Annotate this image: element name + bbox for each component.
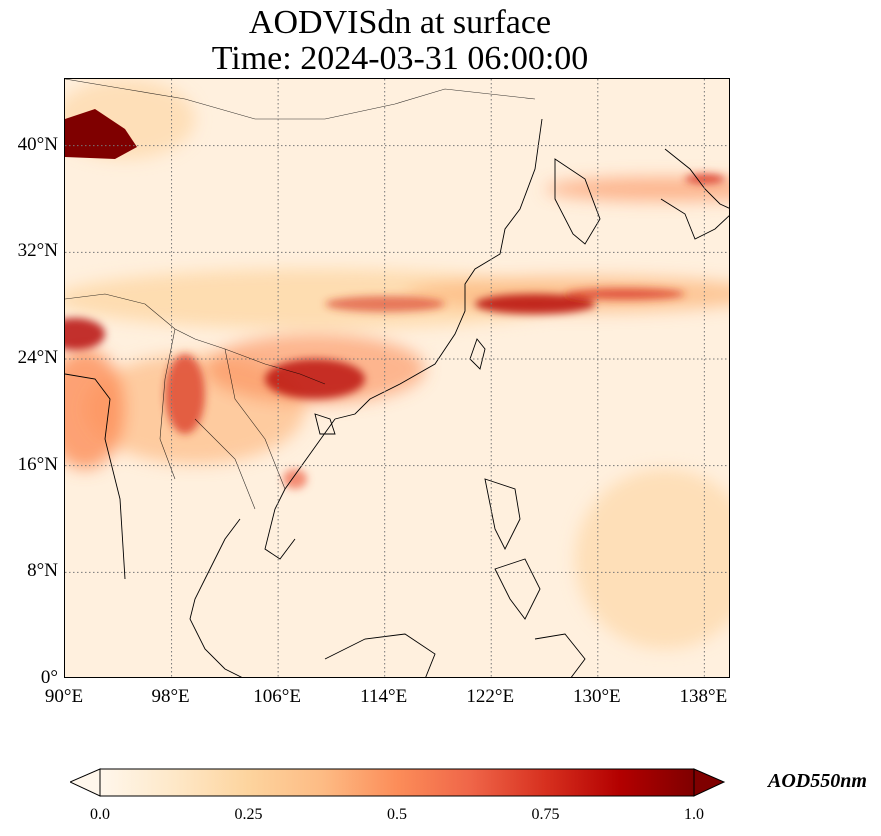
longitude-tick-label: 130°E	[572, 686, 621, 707]
latitude-tick-label: 40°N	[17, 133, 58, 155]
plot-title-line1: AODVISdn at surface	[248, 4, 552, 41]
colorbar-min-extend	[70, 768, 101, 797]
coastlines	[65, 118, 729, 677]
longitude-tick-label: 106°E	[253, 686, 301, 707]
latitude-tick-label: 0°	[40, 667, 58, 688]
country-borders	[65, 79, 536, 510]
colorbar	[70, 768, 726, 797]
longitude-tick-label: 122°E	[466, 686, 515, 707]
longitude-tick-label: 114°E	[360, 686, 408, 707]
colorbar-tick-label: 0.5	[387, 806, 407, 823]
longitude-tick-label: 98°E	[151, 686, 190, 707]
colorbar-tick-label: 0.25	[234, 806, 263, 823]
colorbar-label: AOD550nm	[768, 770, 867, 792]
aod-plumes-core	[65, 174, 725, 489]
longitude-tick-label: 90°E	[44, 686, 84, 707]
colorbar-gradient	[99, 768, 695, 797]
latitude-tick-label: 32°N	[17, 240, 58, 262]
aod-max-patch	[65, 109, 137, 159]
latitude-tick-label: 8°N	[27, 560, 58, 582]
map-gridlines	[65, 79, 729, 677]
aod-field-map	[65, 79, 729, 677]
plot-title-line2: Time: 2024-03-31 06:00:00	[211, 40, 589, 77]
latitude-tick-label: 24°N	[17, 347, 58, 368]
aod-plumes-diffuse	[65, 79, 729, 649]
colorbar-tick-label: 1.0	[684, 806, 704, 823]
colorbar-tick-label: 0.0	[90, 806, 110, 823]
latitude-tick-label: 16°N	[17, 453, 58, 475]
colorbar-tick-label: 0.75	[531, 806, 560, 823]
longitude-tick-label: 138°E	[679, 686, 728, 707]
colorbar-max-extend	[693, 768, 726, 797]
map-panel	[64, 78, 730, 678]
